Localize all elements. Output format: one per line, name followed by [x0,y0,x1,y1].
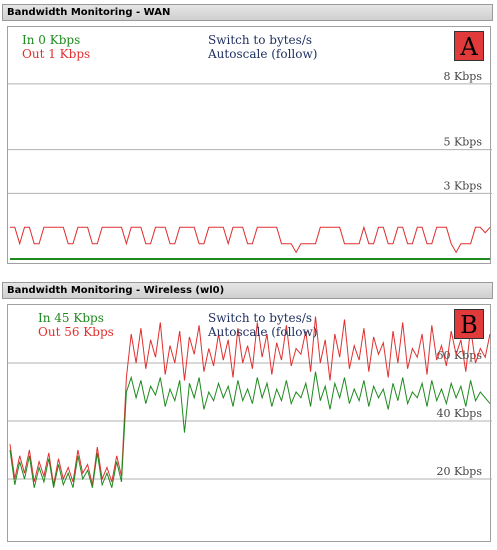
y-tick-label: 40 Kbps [437,407,483,420]
switch-units-link-wireless[interactable]: Switch to bytes/s [208,311,313,325]
autoscale-link-wireless[interactable]: Autoscale (follow) [208,325,318,339]
badge-b: B [454,309,484,339]
autoscale-link-wan[interactable]: Autoscale (follow) [208,47,318,61]
bandwidth-graph-wan: 8 Kbps 5 Kbps 3 Kbps In 0 Kbps Out 1 Kbps … [7,26,492,264]
y-tick-label: 8 Kbps [444,70,483,83]
legend-in-wireless: In 45 Kbps [38,311,104,325]
bandwidth-graph-wireless: 60 Kbps 40 Kbps 20 Kbps In 45 Kbps Out 56 … [7,304,492,542]
legend-out-label: Out [22,47,45,61]
panel-header-wireless: Bandwidth Monitoring - Wireless (wl0) [2,282,493,299]
series-line-out [10,225,491,254]
legend-in-label: In [38,311,51,325]
badge-a: A [454,31,484,61]
bandwidth-panel-wireless: Bandwidth Monitoring - Wireless (wl0) 60… [0,278,497,550]
graph-canvas-wan: 8 Kbps 5 Kbps 3 Kbps [8,70,492,260]
legend-in-value: 45 Kbps [54,311,104,325]
legend-out-wan: Out 1 Kbps [22,47,90,61]
legend-out-label: Out [38,325,61,339]
legend-in-wan: In 0 Kbps [22,33,80,47]
y-tick-label: 3 Kbps [444,179,483,192]
bandwidth-panel-wan: Bandwidth Monitoring - WAN 8 Kbps 5 Kbps 3… [0,0,497,272]
legend-out-value: 56 Kbps [64,325,114,339]
legend-out-value: 1 Kbps [48,47,91,61]
legend-in-value: 0 Kbps [38,33,81,47]
series-line-out [9,316,491,485]
series-line-in [9,371,491,488]
switch-units-link-wan[interactable]: Switch to bytes/s [208,33,313,47]
panel-header-wan: Bandwidth Monitoring - WAN [2,4,493,21]
y-tick-label: 5 Kbps [444,136,483,149]
legend-in-label: In [22,33,35,47]
y-tick-label: 20 Kbps [437,465,483,478]
legend-out-wireless: Out 56 Kbps [38,325,114,339]
